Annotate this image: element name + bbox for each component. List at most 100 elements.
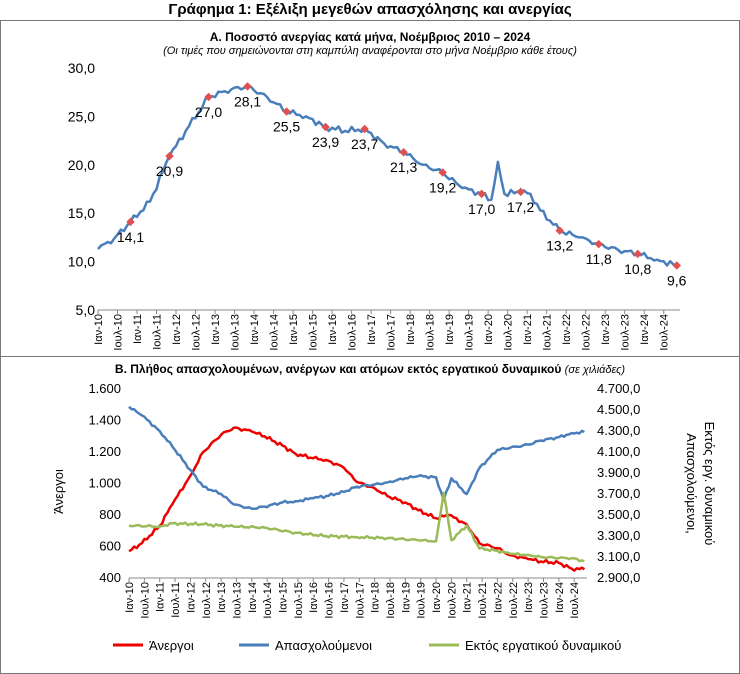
x-tick-label: Ιαν-24: [639, 314, 651, 345]
x-tick-label: Ιουλ-13: [230, 314, 242, 351]
november-value-label: 21,3: [390, 159, 417, 175]
x-tick-label: Ιουλ-13: [231, 582, 243, 619]
x-tick-label: Ιουλ-20: [503, 314, 515, 351]
unemployed-line: [128, 426, 586, 572]
y-right-tick-label: 4.700,0: [597, 381, 640, 396]
y-tick-label: 30,0: [68, 60, 95, 76]
x-tick-label: Ιουλ-10: [113, 314, 125, 351]
november-value-label: 27,0: [195, 104, 222, 120]
x-tick-label: Ιαν-19: [444, 314, 456, 345]
x-tick-label: Ιουλ-15: [308, 314, 320, 351]
x-tick-label: Ιαν-22: [492, 582, 504, 613]
x-tick-label: Ιουλ-11: [170, 582, 182, 618]
x-tick-label: Ιουλ-24: [659, 314, 671, 351]
x-tick-label: Ιαν-15: [288, 314, 300, 345]
y-right-tick-label: 3.300,0: [597, 528, 640, 543]
inactive-line: [128, 491, 585, 563]
x-tick-label: Ιαν-17: [339, 582, 351, 613]
x-tick-label: Ιαν-13: [210, 314, 222, 345]
november-marker: [672, 261, 681, 270]
x-tick-label: Ιαν-13: [216, 582, 228, 613]
y-tick-label: 15,0: [68, 205, 95, 221]
november-marker: [438, 168, 447, 177]
november-value-label: 11,8: [586, 251, 612, 267]
x-tick-label: Ιουλ-20: [446, 582, 458, 619]
x-tick-label: Ιαν-23: [600, 314, 612, 345]
x-tick-label: Ιαν-20: [483, 314, 495, 345]
x-tick-label: Ιουλ-21: [477, 582, 489, 619]
legend-label: Εκτός εργατικού δυναμικού: [465, 638, 621, 653]
employed-line: [128, 405, 585, 510]
november-value-label: 17,0: [468, 201, 495, 217]
legend-label: Άνεργοι: [149, 638, 194, 653]
population-chart: 400 600 800 1.000 1.200 1.400 1.600 2.900,0 3.10…: [51, 381, 717, 653]
november-marker: [594, 239, 603, 249]
november-marker: [633, 249, 642, 259]
x-tick-label: Ιαν-16: [327, 314, 339, 345]
x-tick-label: Ιαν-22: [561, 314, 573, 345]
november-marker: [243, 82, 252, 91]
x-tick-label: Ιουλ-18: [385, 582, 397, 619]
november-value-label: 10,8: [624, 261, 651, 277]
y-left-tick-label: 800: [99, 507, 121, 522]
y-right-tick-label: 4.100,0: [597, 444, 640, 459]
panel-a-subtitle: (Οι τιμές που σημειώνονται στη καμπύλη α…: [163, 45, 577, 57]
x-tick-label: Ιουλ-15: [293, 582, 305, 619]
y-right-tick-label: 3.500,0: [597, 507, 640, 522]
november-value-label: 28,1: [234, 93, 261, 109]
november-marker: [282, 107, 291, 116]
november-value-label: 14,1: [117, 229, 144, 245]
x-tick-label: Ιουλ-23: [620, 314, 632, 351]
unemployment-rate-chart: 5,0 10,0 15,0 20,0 25,0 30,0 Ιαν-10 Ιουλ-10 Ιαν-…: [68, 60, 687, 351]
y-tick-label: 5,0: [76, 302, 96, 318]
x-tick-label: Ιουλ-24: [569, 582, 581, 619]
y-right-axis-label-line1: Απασχολούμενοι,: [684, 433, 699, 534]
x-tick-label: Ιαν-11: [132, 314, 144, 344]
november-marker: [360, 124, 369, 134]
x-tick-label: Ιουλ-19: [416, 582, 428, 619]
x-tick-label: Ιαν-18: [405, 314, 417, 345]
unemployment-rate-line: [97, 85, 678, 267]
y-right-tick-label: 3.900,0: [597, 465, 640, 480]
figure-title: Γράφημα 1: Εξέλιξη μεγεθών απασχόλησης κ…: [168, 1, 572, 18]
y-left-tick-label: 1.200: [88, 444, 121, 459]
november-marker: [126, 217, 135, 227]
y-left-tick-label: 600: [99, 539, 121, 554]
november-value-label: 13,2: [546, 238, 573, 254]
x-tick-label: Ιαν-11: [155, 582, 167, 612]
x-tick-label: Ιαν-21: [462, 582, 474, 613]
panel-b-subtitle: (σε χιλιάδες): [564, 364, 626, 376]
x-tick-label: Ιαν-16: [308, 582, 320, 613]
y-right-tick-label: 3.100,0: [597, 549, 640, 564]
x-tick-label: Ιουλ-10: [139, 582, 151, 619]
november-marker: [204, 92, 213, 102]
panel-b: Β. Πλήθος απασχολουμένων, ανέργων και ατ…: [0, 356, 740, 674]
panel-a-title: Α. Ποσοστό ανεργίας κατά μήνα, Νοέμβριος…: [209, 30, 531, 44]
x-tick-label: Ιαν-12: [185, 582, 197, 613]
y-right-tick-label: 4.500,0: [597, 402, 640, 417]
x-tick-label: Ιουλ-12: [201, 582, 213, 619]
y-left-tick-label: 1.000: [88, 476, 121, 491]
x-tick-label: Ιουλ-16: [324, 582, 336, 619]
y-right-tick-label: 4.300,0: [597, 423, 640, 438]
november-value-label: 17,2: [507, 199, 534, 215]
x-tick-label: Ιουλ-19: [464, 314, 476, 351]
november-value-label: 25,5: [273, 119, 300, 135]
y-left-axis-label: Άνεργοι: [51, 469, 66, 514]
x-tick-label: Ιαν-10: [124, 582, 136, 613]
x-tick-label: Ιαν-19: [400, 582, 412, 613]
november-value-label: 23,9: [312, 134, 339, 150]
y-left-tick-label: 400: [99, 570, 121, 585]
panel-b-title: Β. Πλήθος απασχολουμένων, ανέργων και ατ…: [114, 362, 562, 376]
x-tick-label: Ιουλ-12: [191, 314, 203, 351]
x-tick-label: Ιουλ-17: [354, 582, 366, 619]
y-right-tick-label: 2.900,0: [597, 570, 640, 585]
y-right-tick-label: 3.700,0: [597, 486, 640, 501]
panel-b-title-row: Β. Πλήθος απασχολουμένων, ανέργων και ατ…: [1, 362, 739, 376]
november-value-label: 19,2: [429, 180, 456, 196]
x-tick-label: Ιαν-10: [93, 314, 105, 345]
november-marker: [477, 189, 486, 199]
legend-label: Απασχολούμενοι: [275, 638, 372, 653]
x-tick-label: Ιουλ-23: [539, 582, 551, 619]
x-tick-label: Ιουλ-22: [581, 314, 593, 351]
